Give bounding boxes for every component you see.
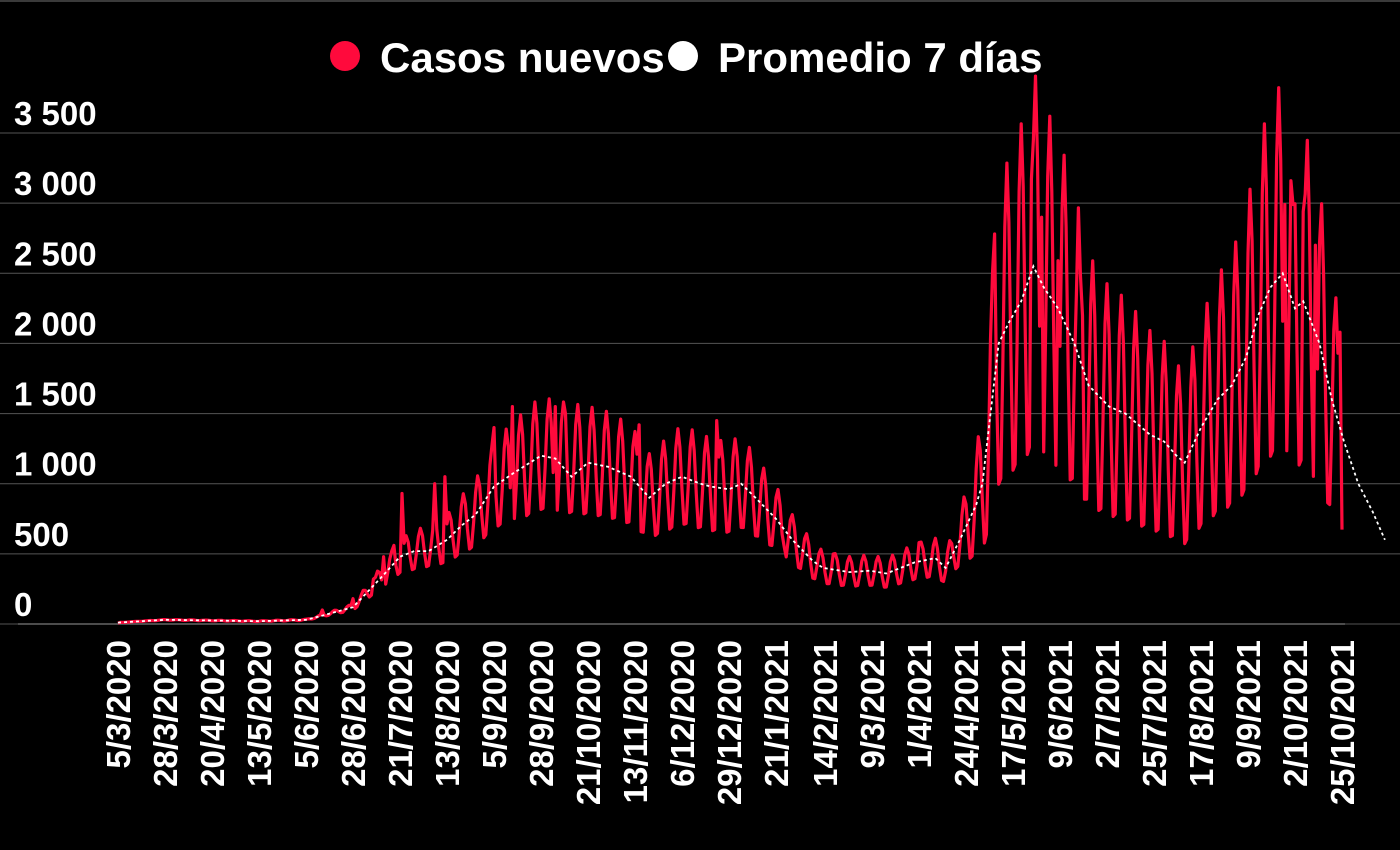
- y-tick-label: 0: [14, 586, 32, 623]
- x-tick-label: 21/1/2021: [758, 640, 795, 787]
- x-tick-label: 17/5/2021: [995, 640, 1032, 787]
- x-tick-label: 9/6/2021: [1042, 640, 1079, 768]
- legend: Casos nuevos Promedio 7 días: [330, 34, 1042, 81]
- y-tick-label: 3 000: [14, 165, 97, 202]
- x-tick-label: 14/2/2021: [807, 640, 844, 787]
- y-tick-label: 2 000: [14, 305, 97, 342]
- x-tick-label: 1/4/2021: [901, 640, 938, 768]
- x-tick-label: 28/3/2020: [147, 640, 184, 787]
- x-tick-label: 24/4/2021: [948, 640, 985, 787]
- x-tick-label: 28/6/2020: [335, 640, 372, 787]
- x-tick-label: 21/10/2020: [570, 640, 607, 805]
- legend-marker-casos-nuevos: [330, 41, 360, 71]
- legend-label-promedio-7-dias: Promedio 7 días: [718, 34, 1042, 81]
- y-tick-label: 2 500: [14, 235, 97, 272]
- x-tick-label: 20/4/2020: [194, 640, 231, 787]
- x-tick-label: 29/12/2020: [711, 640, 748, 805]
- y-tick-label: 3 500: [14, 95, 97, 132]
- y-tick-label: 500: [14, 516, 69, 553]
- y-tick-label: 1 500: [14, 376, 97, 413]
- x-tick-label: 28/9/2020: [523, 640, 560, 787]
- x-tick-label: 5/3/2020: [100, 640, 137, 768]
- x-tick-label: 13/8/2020: [429, 640, 466, 787]
- x-tick-label: 2/10/2021: [1277, 640, 1314, 787]
- x-tick-label: 6/12/2020: [664, 640, 701, 787]
- x-tick-label: 25/7/2021: [1136, 640, 1173, 787]
- x-tick-label: 2/7/2021: [1089, 640, 1126, 768]
- x-tick-label: 9/9/2021: [1230, 640, 1267, 768]
- x-tick-label: 17/8/2021: [1183, 640, 1220, 787]
- x-tick-label: 25/10/2021: [1324, 640, 1361, 805]
- plot-area: [18, 74, 1386, 625]
- y-tick-label: 1 000: [14, 446, 97, 483]
- top-border: [0, 0, 1400, 2]
- x-axis-tick-labels: 5/3/2020 28/3/2020 20/4/2020 13/5/2020 5/6/2…: [100, 640, 1361, 805]
- legend-marker-promedio-7-dias: [668, 41, 698, 71]
- series-line-casos-nuevos: [117, 74, 1344, 625]
- x-tick-label: 21/7/2020: [382, 640, 419, 787]
- x-tick-label: 13/5/2020: [241, 640, 278, 787]
- y-axis-tick-labels: 0 500 1 000 1 500 2 000 2 500 3 000 3 500: [14, 95, 97, 623]
- x-tick-label: 9/3/2021: [854, 640, 891, 768]
- x-tick-label: 5/9/2020: [476, 640, 513, 768]
- legend-label-casos-nuevos: Casos nuevos: [380, 34, 665, 81]
- x-tick-label: 13/11/2020: [617, 640, 654, 803]
- x-tick-label: 5/6/2020: [288, 640, 325, 768]
- series-line-promedio-7-dias: [117, 263, 1386, 624]
